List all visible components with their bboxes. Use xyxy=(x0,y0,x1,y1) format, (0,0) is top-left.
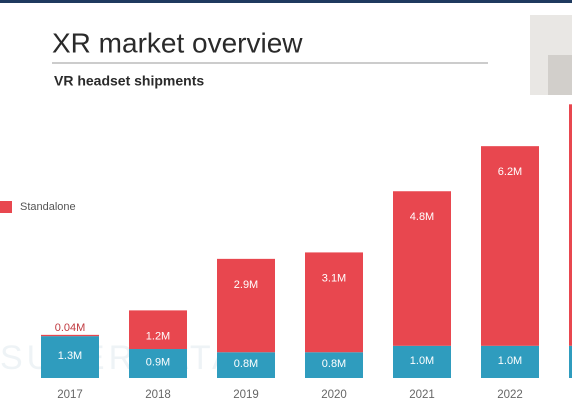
bar-segment xyxy=(305,252,363,353)
value-label: 0.04M xyxy=(55,322,86,334)
value-label: 1.0M xyxy=(498,355,522,367)
value-label: 6.2M xyxy=(498,166,522,178)
bar-segment xyxy=(569,345,572,378)
value-label: 1.3M xyxy=(58,350,82,362)
bar-segment xyxy=(481,345,539,378)
title: XR market overview xyxy=(52,27,303,58)
bar-segment xyxy=(481,146,539,346)
bar-segment xyxy=(41,334,99,337)
bar-segment xyxy=(217,352,275,378)
value-label: 0.9M xyxy=(146,356,170,368)
bar-segment xyxy=(393,345,451,378)
bars: 1.3M 0.04M 0.9M 1.2M 0.8M 2.9M 0.8M 3.1M 1.0M 4.8… xyxy=(41,104,572,378)
value-label: 1.2M xyxy=(146,330,170,342)
value-label: 4.8M xyxy=(410,211,434,223)
legend-swatch xyxy=(0,201,12,213)
bar-segment xyxy=(569,104,572,346)
top-border xyxy=(0,0,572,3)
value-label: 2.9M xyxy=(234,279,258,291)
value-label: 3.1M xyxy=(322,272,346,284)
value-label: 1.0M xyxy=(410,355,434,367)
legend-label: Standalone xyxy=(20,201,76,213)
bar-segment xyxy=(393,191,451,346)
value-label: 0.8M xyxy=(322,358,346,370)
subtitle: VR headset shipments xyxy=(54,73,204,89)
x-tick-label: 2017 xyxy=(57,389,83,401)
watermark: SUPERDATA xyxy=(0,339,239,377)
webcam-detail xyxy=(548,55,572,95)
x-tick-label: 2021 xyxy=(409,389,435,401)
bar-segment xyxy=(129,349,187,378)
bar-segment xyxy=(305,352,363,378)
x-tick-label: 2018 xyxy=(145,389,171,401)
bar-segment xyxy=(129,310,187,350)
x-tick-label: 2020 xyxy=(321,389,347,401)
x-tick-label: 2019 xyxy=(233,389,259,401)
x-tick-label: 2022 xyxy=(497,389,523,401)
value-label: 0.8M xyxy=(234,358,258,370)
bar-segment xyxy=(217,258,275,353)
bar-segment xyxy=(41,336,99,378)
